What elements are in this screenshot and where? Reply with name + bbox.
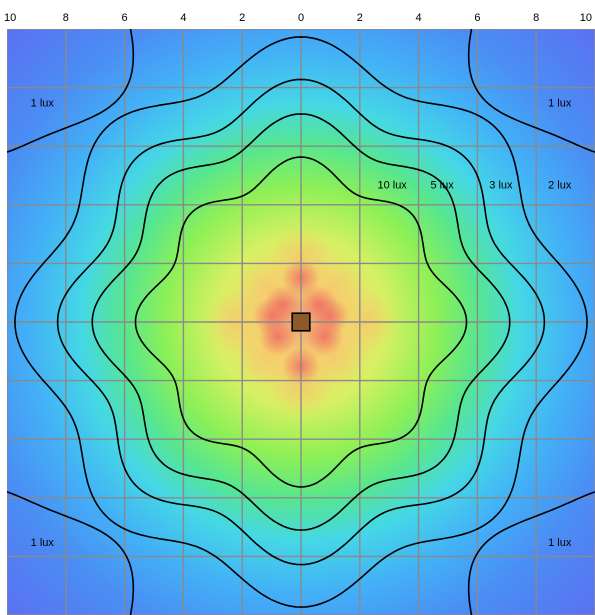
hot-spot-4: [305, 317, 344, 356]
contour-labels: 10 lux 5 lux 3 lux 2 lux 1 lux 1 lux 1 lux 1 lu…: [31, 97, 572, 549]
x-tick-label: 4: [180, 12, 186, 24]
x-tick-label: 6: [474, 12, 480, 24]
x-tick-label: 6: [122, 12, 128, 24]
contour-label: 2 lux: [548, 179, 572, 191]
x-tick-label: 10: [580, 12, 592, 24]
contour-label: 1 lux: [31, 537, 55, 549]
contour-label: 1 lux: [31, 97, 55, 109]
luminaire-marker: [291, 312, 311, 332]
contour-5-lux: [91, 113, 511, 531]
contour-2-lux: [14, 36, 588, 608]
contour-1-lux-corner-0: [467, 29, 595, 153]
contour-1-lux-corner-1: [7, 29, 135, 153]
x-tick-label: 4: [416, 12, 422, 24]
x-tick-label: 8: [533, 12, 539, 24]
x-tick-label: 2: [239, 12, 245, 24]
x-tick-label: 10: [4, 12, 16, 24]
contour-1-lux-corner-2: [467, 491, 595, 615]
grid: [7, 29, 595, 615]
contour-label: 1 lux: [548, 97, 572, 109]
isolux-contours: [7, 29, 595, 615]
luminaire: [291, 312, 311, 332]
contour-1-lux-corner-3: [7, 491, 135, 615]
contour-10-lux: [134, 156, 468, 488]
contour-label: 3 lux: [489, 179, 513, 191]
contour-3-lux: [56, 78, 546, 566]
hot-spot-5: [258, 317, 297, 356]
contour-label: 1 lux: [548, 537, 572, 549]
high-illuminance-zone: [203, 225, 399, 419]
x-tick-label: 8: [63, 12, 69, 24]
contour-label: 10 lux: [377, 179, 407, 191]
x-axis-ticks: 10 8 6 4 2 0 2 4 6 8 10: [4, 12, 592, 24]
contour-label: 5 lux: [430, 179, 454, 191]
x-tick-label: 0: [298, 12, 304, 24]
x-tick-label: 2: [357, 12, 363, 24]
